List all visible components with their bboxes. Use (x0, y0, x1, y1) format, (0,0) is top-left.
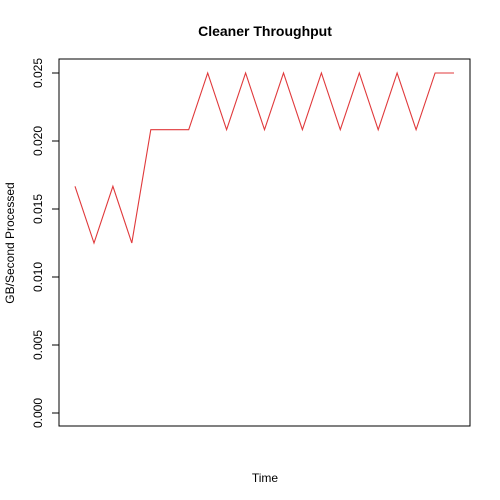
x-axis-label: Time (252, 471, 279, 485)
y-tick-label: 0.010 (31, 262, 45, 292)
y-axis: 0.000 0.005 0.010 0.015 0.020 0.025 (31, 58, 60, 428)
y-tick-label: 0.000 (31, 398, 45, 428)
y-axis-label: GB/Second Processed (3, 182, 17, 303)
y-tick-label: 0.020 (31, 126, 45, 156)
y-tick-label: 0.005 (31, 330, 45, 360)
chart-title: Cleaner Throughput (198, 23, 332, 39)
series-layer (74, 71, 454, 245)
plot-frame (58, 58, 471, 427)
y-tick-label: 0.025 (31, 58, 45, 88)
y-tick-label: 0.015 (31, 194, 45, 224)
series-line (74, 71, 454, 245)
